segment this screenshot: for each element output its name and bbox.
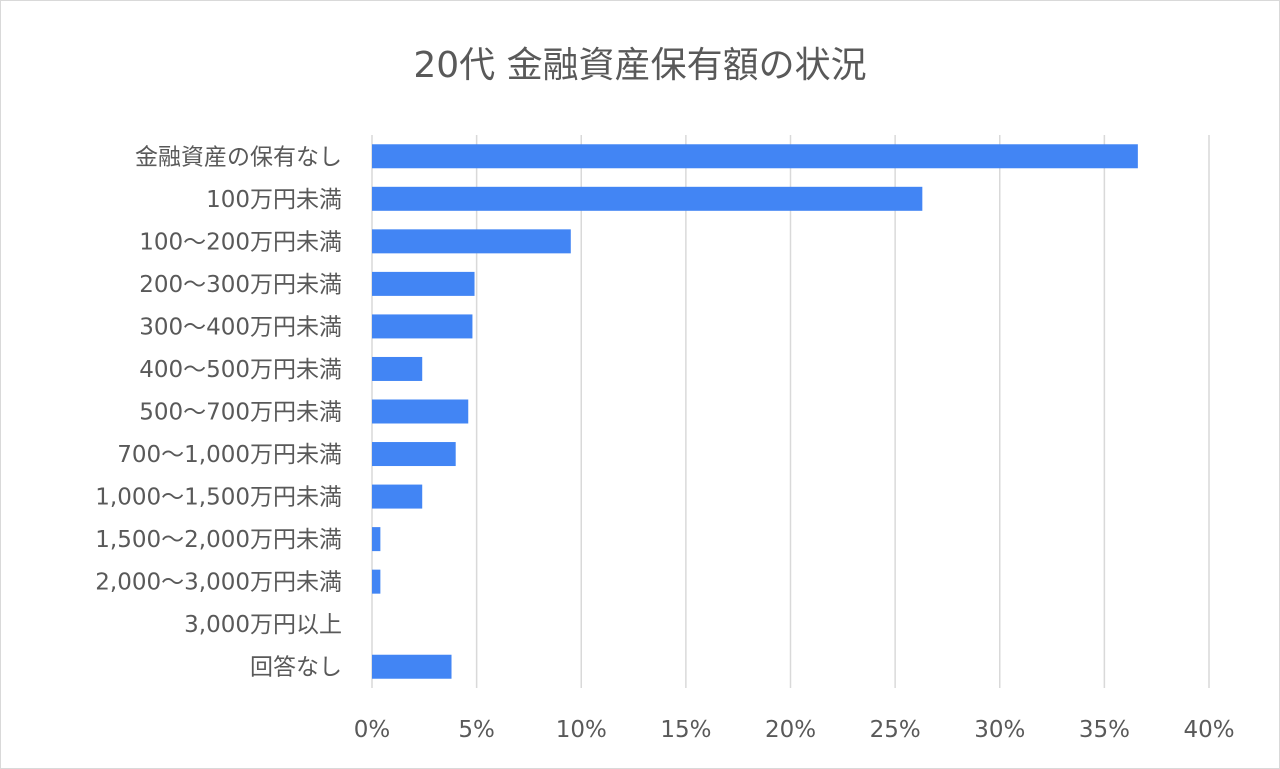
category-label: 500～700万円未満	[139, 400, 342, 426]
category-label: 回答なし	[250, 655, 342, 681]
bar	[372, 271, 475, 296]
bar	[372, 442, 456, 467]
category-label: 100万円未満	[206, 187, 342, 213]
x-tick-label: 25%	[870, 717, 921, 743]
category-label: 1,500～2,000万円未満	[95, 527, 342, 553]
bar	[372, 314, 473, 339]
x-tick-label: 0%	[354, 717, 391, 743]
category-label: 200～300万円未満	[139, 272, 342, 298]
bar	[372, 229, 571, 254]
chart-title: 20代 金融資産保有額の状況	[413, 45, 867, 86]
x-tick-label: 35%	[1079, 717, 1130, 743]
bar	[372, 654, 452, 679]
x-tick-label: 5%	[458, 717, 495, 743]
x-tick-label: 20%	[765, 717, 816, 743]
category-label: 1,000～1,500万円未満	[95, 485, 342, 511]
bar	[372, 569, 381, 594]
bar	[372, 484, 423, 509]
category-label: 400～500万円未満	[139, 357, 342, 383]
bar	[372, 186, 923, 211]
category-label: 700～1,000万円未満	[117, 442, 342, 468]
x-tick-label: 30%	[974, 717, 1025, 743]
bar	[372, 144, 1138, 169]
bar	[372, 356, 423, 381]
category-label: 100～200万円未満	[139, 229, 342, 255]
category-label: 3,000万円以上	[184, 612, 342, 638]
bar	[372, 527, 381, 552]
category-label: 300～400万円未満	[139, 314, 342, 340]
category-label: 2,000～3,000万円未満	[95, 570, 342, 596]
x-tick-label: 15%	[660, 717, 711, 743]
bar	[372, 399, 469, 424]
x-tick-label: 10%	[556, 717, 607, 743]
category-label: 金融資産の保有なし	[135, 144, 342, 170]
x-tick-label: 40%	[1183, 717, 1234, 743]
